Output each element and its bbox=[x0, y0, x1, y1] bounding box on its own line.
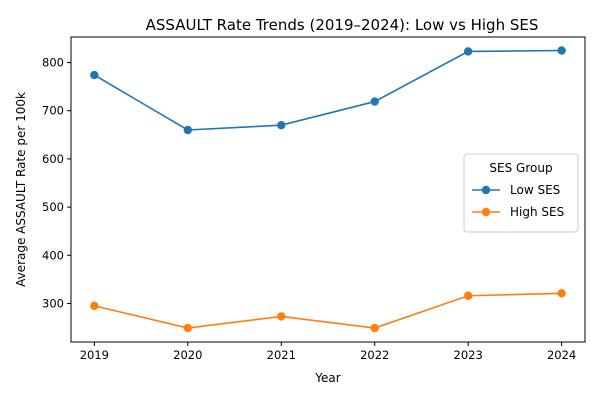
data-point-high-ses bbox=[370, 323, 379, 333]
data-point-high-ses bbox=[183, 323, 193, 333]
data-point-low-ses bbox=[90, 70, 99, 80]
y-tick-label: 300 bbox=[42, 296, 64, 310]
series-layer bbox=[90, 46, 566, 333]
data-point-high-ses bbox=[557, 289, 566, 298]
legend-marker bbox=[481, 185, 491, 195]
y-axis-label: Average ASSAULT Rate per 100k bbox=[14, 92, 28, 287]
series-low-ses bbox=[90, 46, 566, 135]
plot-area bbox=[70, 36, 586, 343]
data-point-high-ses bbox=[463, 291, 473, 300]
legend-label: High SES bbox=[510, 205, 564, 219]
legend-item-low-ses: Low SES bbox=[472, 183, 560, 197]
data-point-low-ses bbox=[277, 120, 286, 130]
data-point-high-ses bbox=[90, 301, 99, 311]
data-point-high-ses bbox=[277, 312, 286, 321]
x-tick-label: 2024 bbox=[547, 348, 576, 362]
y-tick-label: 500 bbox=[42, 200, 64, 214]
data-point-low-ses bbox=[183, 125, 193, 135]
y-tick-label: 700 bbox=[42, 104, 64, 118]
x-axis-label: Year bbox=[314, 371, 340, 385]
legend-item-high-ses: High SES bbox=[472, 205, 564, 219]
y-tick-label: 400 bbox=[42, 248, 64, 262]
data-point-low-ses bbox=[463, 47, 473, 56]
chart-title: ASSAULT Rate Trends (2019–2024): Low vs … bbox=[146, 16, 539, 34]
y-tick-label: 600 bbox=[42, 152, 64, 166]
data-point-low-ses bbox=[370, 97, 379, 106]
series-line-high-ses bbox=[94, 292, 562, 329]
legend-label: Low SES bbox=[510, 183, 560, 197]
series-high-ses bbox=[90, 289, 566, 333]
x-tick-label: 2021 bbox=[267, 348, 296, 362]
legend: SES Group Low SES High SES bbox=[463, 153, 579, 233]
x-tick-label: 2020 bbox=[173, 348, 202, 362]
plot-frame bbox=[70, 36, 586, 343]
y-tick-label: 800 bbox=[42, 56, 64, 70]
x-tick-label: 2023 bbox=[454, 348, 483, 362]
x-axis: 2019 2020 2021 2022 2023 2024 bbox=[80, 342, 576, 362]
series-line-low-ses bbox=[93, 49, 562, 131]
x-tick-label: 2022 bbox=[360, 348, 389, 362]
x-tick-label: 2019 bbox=[80, 348, 109, 362]
legend-marker bbox=[481, 207, 491, 217]
data-point-low-ses bbox=[557, 46, 566, 55]
legend-title: SES Group bbox=[489, 161, 552, 175]
y-axis: 300 400 500 600 700 800 bbox=[42, 56, 71, 310]
legend-items: Low SES High SES bbox=[472, 183, 564, 219]
